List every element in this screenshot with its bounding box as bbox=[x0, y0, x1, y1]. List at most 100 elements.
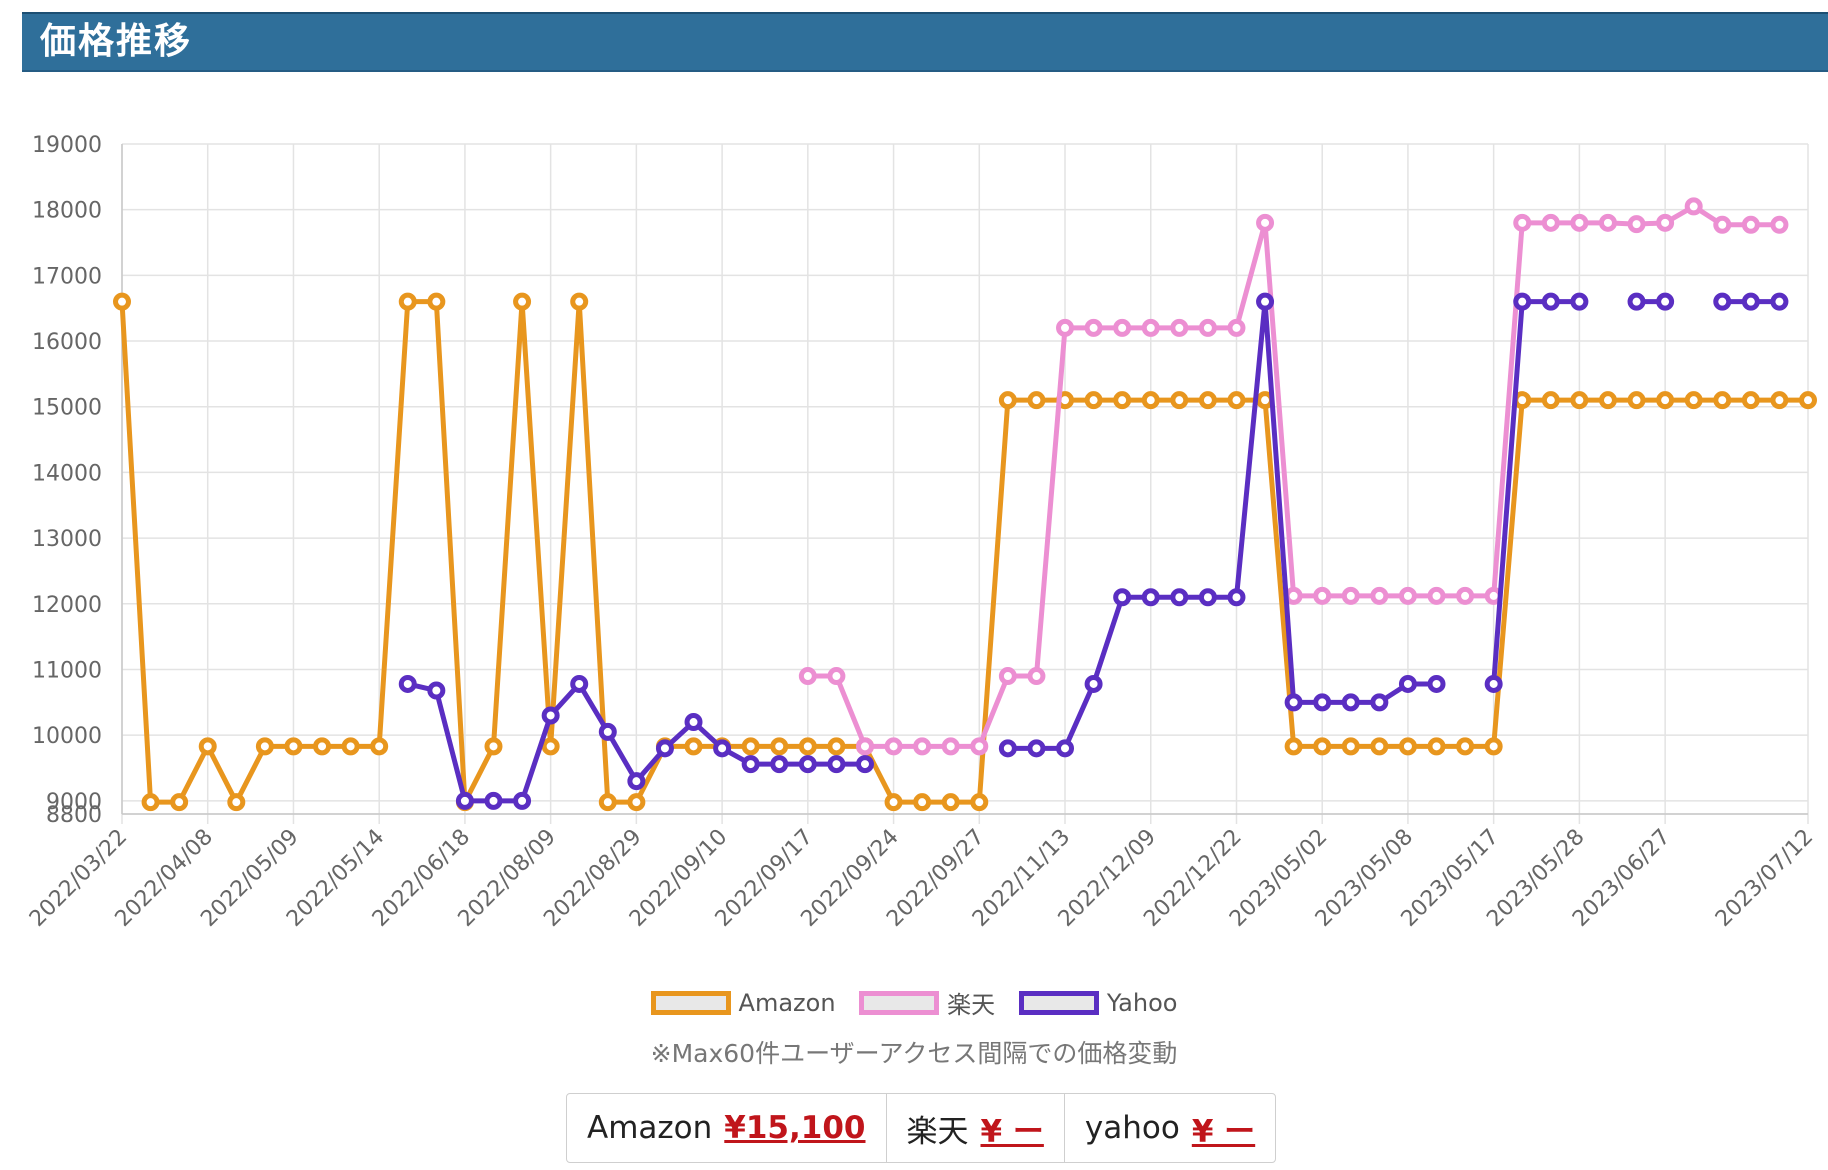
data-point-rakuten bbox=[1284, 586, 1303, 605]
data-point-amazon bbox=[1341, 737, 1360, 756]
price-link-rakuten[interactable]: ¥ ー bbox=[980, 1113, 1044, 1150]
data-point-rakuten bbox=[1084, 318, 1103, 337]
data-point-amazon bbox=[1084, 391, 1103, 410]
data-point-amazon bbox=[1713, 391, 1732, 410]
data-point-amazon bbox=[1284, 737, 1303, 756]
data-point-amazon bbox=[1170, 391, 1189, 410]
data-point-yahoo bbox=[541, 706, 560, 725]
y-tick-label: 10000 bbox=[32, 724, 102, 749]
data-point-rakuten bbox=[827, 667, 846, 686]
data-point-yahoo bbox=[627, 772, 646, 791]
data-point-yahoo bbox=[1513, 292, 1532, 311]
data-point-amazon bbox=[1427, 737, 1446, 756]
data-point-rakuten bbox=[1427, 586, 1446, 605]
data-point-rakuten bbox=[1141, 318, 1160, 337]
legend-swatch-amazon bbox=[650, 991, 731, 1015]
data-point-rakuten bbox=[1398, 586, 1417, 605]
data-point-yahoo bbox=[1056, 739, 1075, 758]
legend-swatch-yahoo bbox=[1018, 991, 1099, 1015]
data-point-amazon bbox=[1141, 391, 1160, 410]
current-price-box: Amazon ¥15,100 楽天 ¥ ー yahoo ¥ ー bbox=[566, 1093, 1277, 1163]
data-point-rakuten bbox=[1027, 667, 1046, 686]
data-point-amazon bbox=[113, 292, 131, 311]
data-point-yahoo bbox=[1027, 739, 1046, 758]
data-point-yahoo bbox=[1370, 693, 1389, 712]
y-tick-label: 15000 bbox=[32, 396, 102, 421]
data-point-rakuten bbox=[1456, 586, 1475, 605]
data-point-yahoo bbox=[855, 755, 874, 774]
data-point-rakuten bbox=[1313, 586, 1332, 605]
legend-label-amazon: Amazon bbox=[738, 989, 836, 1017]
data-point-yahoo bbox=[1198, 588, 1217, 607]
data-point-rakuten bbox=[998, 667, 1017, 686]
data-point-amazon bbox=[1113, 391, 1132, 410]
series-line-yahoo bbox=[1005, 299, 1440, 751]
data-point-yahoo bbox=[1713, 292, 1732, 311]
data-point-yahoo bbox=[998, 739, 1017, 758]
data-point-rakuten bbox=[1513, 213, 1532, 232]
series-line-rakuten bbox=[805, 203, 1782, 749]
price-store-amazon: Amazon bbox=[587, 1110, 713, 1146]
legend-swatch-rakuten bbox=[859, 990, 940, 1015]
price-link-yahoo[interactable]: ¥ ー bbox=[1191, 1113, 1256, 1150]
data-point-amazon bbox=[970, 793, 989, 812]
data-point-rakuten bbox=[1227, 318, 1246, 337]
data-point-yahoo bbox=[827, 755, 846, 774]
data-point-rakuten bbox=[855, 737, 874, 756]
data-point-yahoo bbox=[570, 674, 589, 693]
data-point-rakuten bbox=[1570, 213, 1589, 232]
data-point-yahoo bbox=[598, 722, 617, 741]
data-point-amazon bbox=[1656, 391, 1675, 410]
data-point-amazon bbox=[398, 292, 417, 311]
data-point-amazon bbox=[541, 737, 560, 756]
data-point-amazon bbox=[313, 737, 332, 756]
y-tick-label: 17000 bbox=[32, 264, 102, 289]
data-point-yahoo bbox=[427, 681, 446, 700]
data-point-amazon bbox=[170, 793, 189, 812]
y-tick-label: 11000 bbox=[32, 658, 102, 683]
data-point-amazon bbox=[1227, 391, 1246, 410]
x-tick-label: 2023/07/12 bbox=[1711, 825, 1818, 932]
data-point-amazon bbox=[484, 737, 503, 756]
data-point-amazon bbox=[1799, 391, 1817, 410]
data-point-amazon bbox=[1456, 737, 1475, 756]
data-point-amazon bbox=[913, 793, 932, 812]
legend-item-yahoo[interactable]: Yahoo bbox=[1018, 988, 1177, 1017]
data-point-yahoo bbox=[484, 791, 503, 810]
data-point-yahoo bbox=[1341, 693, 1360, 712]
data-point-amazon bbox=[255, 737, 274, 756]
y-tick-label: 14000 bbox=[32, 461, 102, 486]
data-point-rakuten bbox=[1170, 318, 1189, 337]
data-point-amazon bbox=[1398, 737, 1417, 756]
data-point-amazon bbox=[1370, 737, 1389, 756]
data-point-amazon bbox=[1598, 391, 1617, 410]
chart-note: ※Max60件ユーザーアクセス間隔での価格変動 bbox=[650, 1039, 1178, 1068]
data-point-yahoo bbox=[513, 791, 532, 810]
y-tick-label: 9000 bbox=[46, 790, 102, 815]
data-point-yahoo bbox=[798, 755, 817, 774]
data-point-rakuten bbox=[1370, 586, 1389, 605]
data-point-amazon bbox=[370, 737, 389, 756]
data-point-yahoo bbox=[741, 755, 760, 774]
data-point-rakuten bbox=[1741, 215, 1760, 234]
data-point-yahoo bbox=[1170, 588, 1189, 607]
data-point-yahoo bbox=[1227, 588, 1246, 607]
data-point-amazon bbox=[1484, 737, 1503, 756]
y-tick-label: 12000 bbox=[32, 593, 102, 618]
data-point-amazon bbox=[1627, 391, 1646, 410]
legend-item-rakuten[interactable]: 楽天 bbox=[859, 985, 995, 1020]
price-link-amazon[interactable]: ¥15,100 bbox=[724, 1110, 866, 1146]
data-point-amazon bbox=[770, 737, 789, 756]
data-point-amazon bbox=[1541, 391, 1560, 410]
data-point-yahoo bbox=[1398, 674, 1417, 693]
data-point-amazon bbox=[827, 737, 846, 756]
data-point-rakuten bbox=[1256, 213, 1275, 232]
data-point-amazon bbox=[798, 737, 817, 756]
y-tick-label: 8800 bbox=[46, 803, 102, 828]
legend-item-amazon[interactable]: Amazon bbox=[650, 988, 836, 1017]
data-point-yahoo bbox=[1113, 588, 1132, 607]
data-point-amazon bbox=[1684, 391, 1703, 410]
data-point-amazon bbox=[198, 737, 217, 756]
data-point-yahoo bbox=[1084, 674, 1103, 693]
